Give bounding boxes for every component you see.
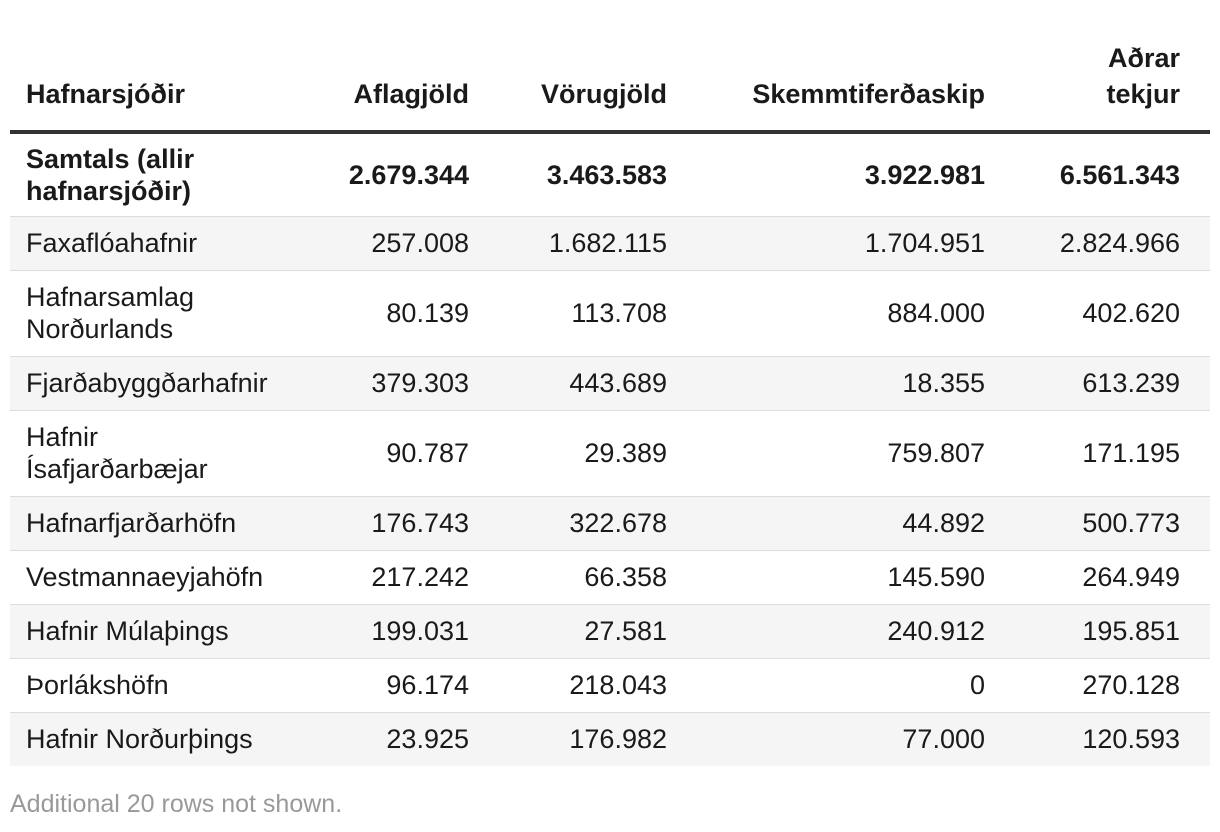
header-row: Hafnarsjóðir Aflagjöld Vörugjöld Skemmti… [10,40,1210,134]
total-cell: 2.679.344 [300,132,485,217]
harbor-name-cell: Hafnir Múlaþings [10,604,300,659]
table-row: Fjarðabyggðarhafnir 379.303 443.689 18.3… [10,356,1210,411]
table-cell: 613.239 [1001,356,1210,411]
column-header-other-revenue: Aðrar tekjur [1001,40,1210,134]
table-cell: 443.689 [485,356,683,411]
column-header-harbor-fund: Hafnarsjóðir [10,40,300,134]
harbor-name-cell: Þorlákshöfn [10,658,300,713]
table-cell: 66.358 [485,550,683,605]
table-cell: 113.708 [485,270,683,357]
table-cell: 145.590 [683,550,1001,605]
harbor-name-cell: Hafnarsamlag Norðurlands [10,270,300,357]
column-header-cruise-ships: Skemmtiferðaskip [683,40,1001,134]
table-header: Hafnarsjóðir Aflagjöld Vörugjöld Skemmti… [10,40,1210,134]
table-cell: 2.824.966 [1001,216,1210,271]
harbor-name-cell: Faxaflóahafnir [10,216,300,271]
table-cell: 80.139 [300,270,485,357]
table-cell: 29.389 [485,410,683,497]
total-label: Samtals (allir hafnarsjóðir) [10,132,300,217]
harbor-revenue-table: Hafnarsjóðir Aflagjöld Vörugjöld Skemmti… [10,40,1210,766]
table-row: Hafnir Múlaþings 199.031 27.581 240.912 … [10,604,1210,659]
table-cell: 759.807 [683,410,1001,497]
harbor-name-cell: Vestmannaeyjahöfn [10,550,300,605]
table-cell: 176.743 [300,496,485,551]
table-row: Hafnir Norðurþings 23.925 176.982 77.000… [10,712,1210,766]
table-cell: 176.982 [485,712,683,766]
table-cell: 1.704.951 [683,216,1001,271]
table-cell: 264.949 [1001,550,1210,605]
table-cell: 379.303 [300,356,485,411]
table-row: Vestmannaeyjahöfn 217.242 66.358 145.590… [10,550,1210,605]
table-cell: 171.195 [1001,410,1210,497]
table-row: Þorlákshöfn 96.174 218.043 0 270.128 [10,658,1210,713]
harbor-name-cell: Fjarðabyggðarhafnir [10,356,300,411]
table-cell: 884.000 [683,270,1001,357]
table-cell: 322.678 [485,496,683,551]
data-table-container: Hafnarsjóðir Aflagjöld Vörugjöld Skemmti… [10,40,1210,766]
table-body: Samtals (allir hafnarsjóðir) 2.679.344 3… [10,132,1210,766]
table-cell: 402.620 [1001,270,1210,357]
table-cell: 90.787 [300,410,485,497]
table-cell: 218.043 [485,658,683,713]
table-row: Faxaflóahafnir 257.008 1.682.115 1.704.9… [10,216,1210,271]
table-row: Hafnarfjarðarhöfn 176.743 322.678 44.892… [10,496,1210,551]
table-row: Hafnir Ísafjarðarbæjar 90.787 29.389 759… [10,410,1210,497]
table-cell: 199.031 [300,604,485,659]
table-cell: 27.581 [485,604,683,659]
table-cell: 257.008 [300,216,485,271]
table-cell: 195.851 [1001,604,1210,659]
table-cell: 23.925 [300,712,485,766]
rows-not-shown-note: Additional 20 rows not shown. [10,790,343,818]
table-cell: 240.912 [683,604,1001,659]
table-cell: 18.355 [683,356,1001,411]
total-row: Samtals (allir hafnarsjóðir) 2.679.344 3… [10,132,1210,217]
harbor-name-cell: Hafnir Ísafjarðarbæjar [10,410,300,497]
harbor-name-cell: Hafnarfjarðarhöfn [10,496,300,551]
total-cell: 3.463.583 [485,132,683,217]
harbor-name-cell: Hafnir Norðurþings [10,712,300,766]
total-cell: 3.922.981 [683,132,1001,217]
table-cell: 270.128 [1001,658,1210,713]
table-cell: 77.000 [683,712,1001,766]
table-cell: 44.892 [683,496,1001,551]
column-header-catch-fees: Aflagjöld [300,40,485,134]
table-cell: 96.174 [300,658,485,713]
table-row: Hafnarsamlag Norðurlands 80.139 113.708 … [10,270,1210,357]
column-header-cargo-fees: Vörugjöld [485,40,683,134]
table-cell: 120.593 [1001,712,1210,766]
total-cell: 6.561.343 [1001,132,1210,217]
table-cell: 500.773 [1001,496,1210,551]
table-cell: 217.242 [300,550,485,605]
table-cell: 1.682.115 [485,216,683,271]
table-cell: 0 [683,658,1001,713]
